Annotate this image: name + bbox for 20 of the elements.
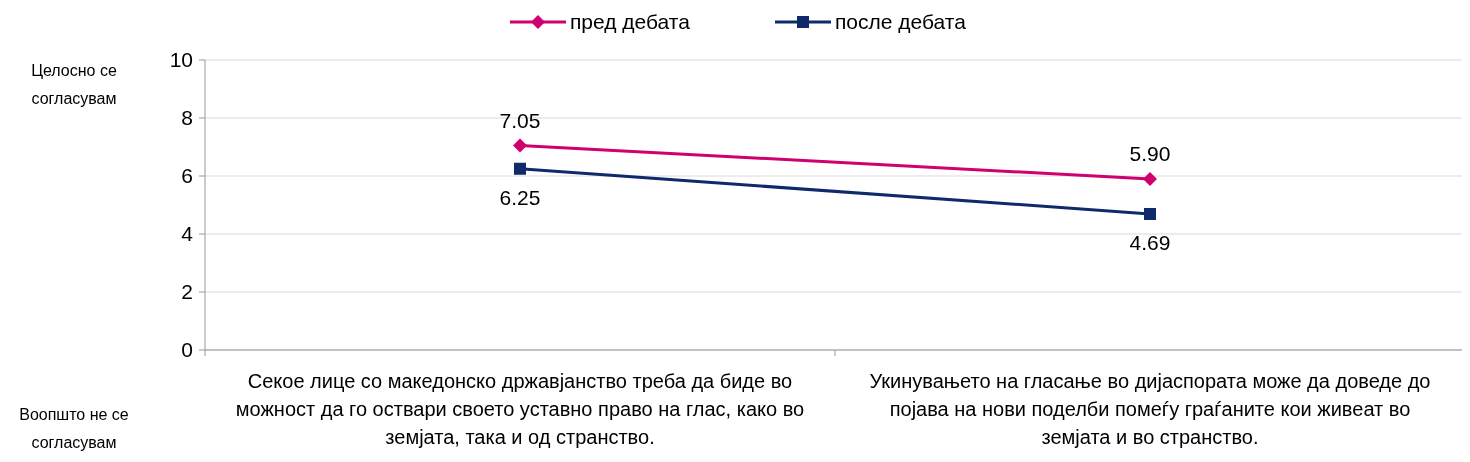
y-tick-label: 0 — [181, 338, 193, 362]
y-tick-label: 8 — [181, 106, 193, 130]
y-tick-label: 2 — [181, 280, 193, 304]
legend-label: пред дебата — [570, 10, 691, 34]
data-label: 7.05 — [499, 108, 541, 132]
y-tick-label: 10 — [169, 48, 193, 72]
point — [1144, 207, 1156, 220]
data-label: 4.69 — [1129, 230, 1171, 254]
data-label: 6.25 — [499, 185, 541, 209]
y-tick-label: 6 — [181, 164, 193, 188]
text: Целосно се согласувам — [31, 62, 117, 107]
data-label: 5.90 — [1129, 141, 1171, 165]
y-tick-label: 4 — [181, 222, 194, 246]
point — [1143, 171, 1157, 186]
x-tick-label: Укинувањето на гласање во дијаспората може да доведе до појава на нови поделби помеѓу граѓаните кои живеат во земјата и во странство. — [869, 370, 1431, 448]
text: Воопшто не се согласувам — [19, 406, 129, 451]
point — [513, 138, 527, 153]
x-tick-label: Секое лице со македонско државјанство треба да биде во можност да го оствари своето уставно право на глас, како во земјата, така и од странство. — [235, 370, 805, 448]
legend-label: после дебата — [835, 10, 967, 34]
point — [514, 162, 526, 175]
